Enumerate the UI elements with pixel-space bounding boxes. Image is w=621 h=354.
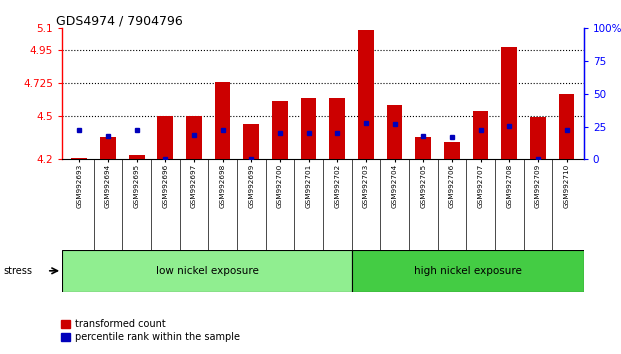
Text: GSM992702: GSM992702 bbox=[334, 164, 340, 208]
Bar bbox=[100, 137, 116, 159]
Text: GSM992698: GSM992698 bbox=[220, 164, 225, 208]
Text: GSM992707: GSM992707 bbox=[478, 164, 484, 208]
Bar bbox=[157, 116, 173, 159]
Text: GSM992693: GSM992693 bbox=[76, 164, 83, 208]
Bar bbox=[473, 111, 489, 159]
Bar bbox=[215, 82, 230, 159]
Bar bbox=[559, 94, 574, 159]
Bar bbox=[444, 142, 460, 159]
Text: GSM992705: GSM992705 bbox=[420, 164, 426, 208]
Text: high nickel exposure: high nickel exposure bbox=[414, 266, 522, 276]
Bar bbox=[530, 117, 546, 159]
Text: GSM992706: GSM992706 bbox=[449, 164, 455, 208]
Legend: transformed count, percentile rank within the sample: transformed count, percentile rank withi… bbox=[61, 319, 240, 342]
FancyBboxPatch shape bbox=[352, 250, 584, 292]
Text: stress: stress bbox=[3, 266, 32, 276]
Text: GSM992703: GSM992703 bbox=[363, 164, 369, 208]
Text: GSM992696: GSM992696 bbox=[162, 164, 168, 208]
Text: GSM992697: GSM992697 bbox=[191, 164, 197, 208]
Bar bbox=[415, 137, 431, 159]
Bar bbox=[272, 101, 288, 159]
Bar bbox=[186, 116, 202, 159]
Bar bbox=[358, 30, 374, 159]
Text: GSM992709: GSM992709 bbox=[535, 164, 541, 208]
Bar bbox=[129, 155, 145, 159]
Text: GSM992710: GSM992710 bbox=[563, 164, 569, 208]
Bar bbox=[71, 158, 87, 159]
Bar bbox=[329, 98, 345, 159]
Bar bbox=[501, 47, 517, 159]
Text: GSM992708: GSM992708 bbox=[506, 164, 512, 208]
Text: GSM992701: GSM992701 bbox=[306, 164, 312, 208]
Text: GSM992704: GSM992704 bbox=[392, 164, 397, 208]
Text: GDS4974 / 7904796: GDS4974 / 7904796 bbox=[56, 14, 183, 27]
Bar bbox=[243, 124, 259, 159]
Bar bbox=[301, 98, 317, 159]
FancyBboxPatch shape bbox=[62, 250, 352, 292]
Text: GSM992694: GSM992694 bbox=[105, 164, 111, 208]
Text: GSM992700: GSM992700 bbox=[277, 164, 283, 208]
Text: GSM992695: GSM992695 bbox=[134, 164, 140, 208]
Text: GSM992699: GSM992699 bbox=[248, 164, 254, 208]
Text: low nickel exposure: low nickel exposure bbox=[156, 266, 258, 276]
Bar bbox=[387, 105, 402, 159]
